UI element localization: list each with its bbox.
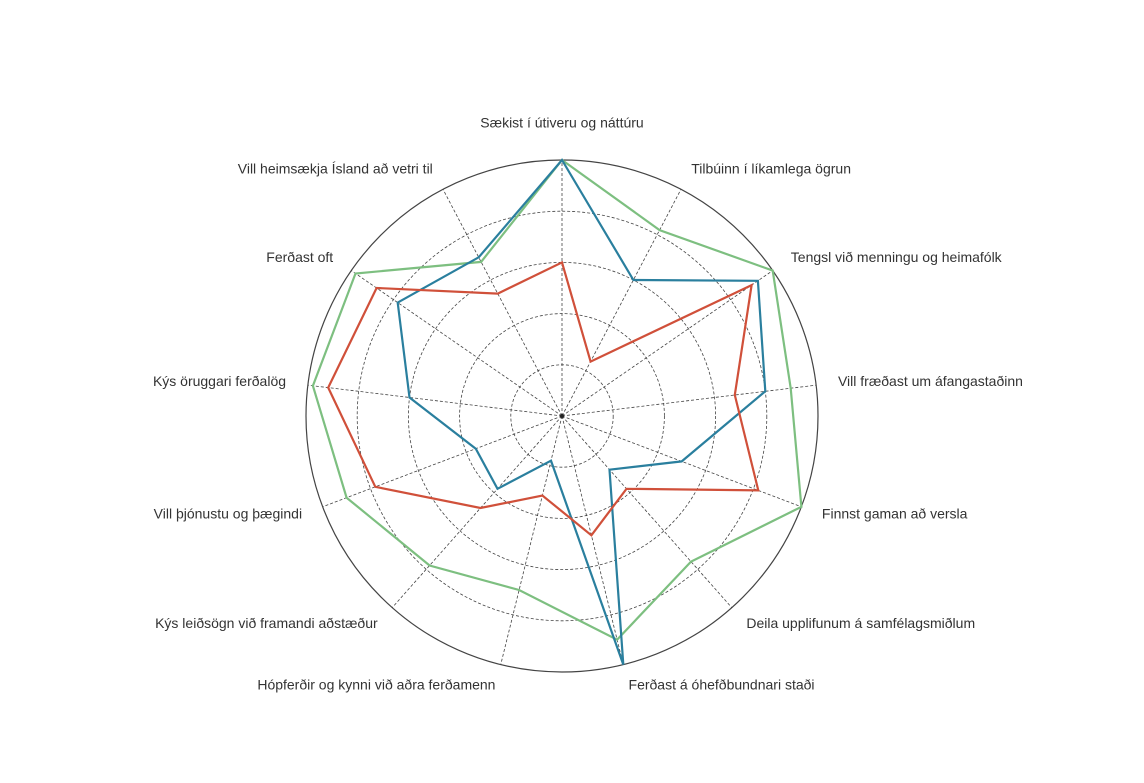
axis-label: Sækist í útiveru og náttúru bbox=[480, 115, 643, 131]
center-dot bbox=[560, 414, 564, 418]
axis-label: Hópferðir og kynni við aðra ferðamenn bbox=[257, 677, 495, 693]
axis-label: Ferðast oft bbox=[266, 249, 333, 265]
axis-label: Vill fræðast um áfangastaðinn bbox=[838, 373, 1023, 389]
axis-label: Finnst gaman að versla bbox=[822, 505, 968, 521]
axis-label: Kýs öruggari ferðalög bbox=[153, 373, 286, 389]
spoke bbox=[561, 270, 773, 417]
series-line bbox=[311, 158, 803, 642]
spoke bbox=[561, 415, 624, 665]
series-line bbox=[326, 260, 760, 537]
spoke bbox=[500, 415, 563, 665]
spoke bbox=[561, 415, 733, 608]
grid-ring bbox=[407, 261, 717, 571]
axis-label: Tilbúinn í líkamlega ögrun bbox=[691, 161, 851, 177]
axis-label: Kýs leiðsögn við framandi aðstæður bbox=[155, 615, 378, 631]
axis-label: Ferðast á óhefðbundnari staði bbox=[629, 677, 815, 693]
spoke bbox=[322, 415, 563, 508]
spoke bbox=[442, 189, 563, 417]
axis-label: Vill heimsækja Ísland að vetri til bbox=[238, 161, 433, 177]
axis-label: Deila upplifunum á samfélagsmiðlum bbox=[746, 615, 975, 631]
grid-ring bbox=[356, 210, 768, 622]
spoke bbox=[561, 384, 817, 417]
spoke bbox=[561, 189, 682, 417]
spoke bbox=[391, 415, 563, 608]
axis-label: Tengsl við menningu og heimafólk bbox=[791, 249, 1003, 265]
spoke bbox=[307, 384, 563, 417]
axis-label: Vill þjónustu og þægindi bbox=[154, 505, 302, 521]
series-line bbox=[396, 158, 767, 665]
spoke bbox=[351, 270, 563, 417]
